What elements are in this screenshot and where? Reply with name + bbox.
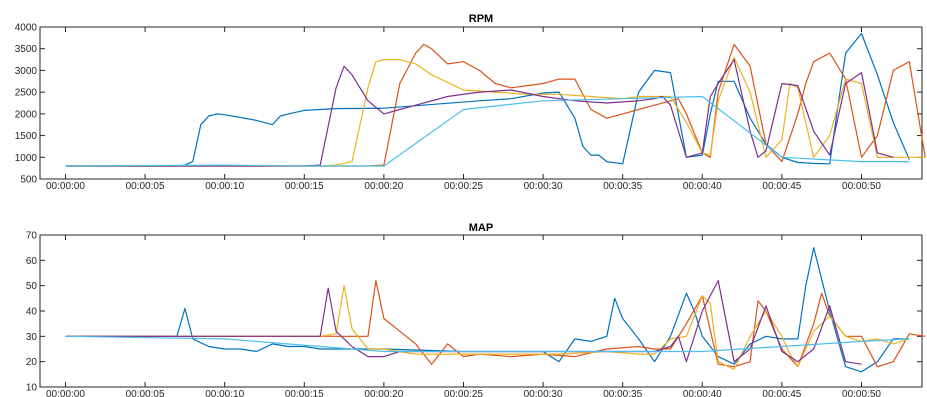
series-line-3 (65, 285, 910, 370)
y-tick-label: 20 (26, 357, 38, 368)
x-tick-label: 00:00:20 (364, 181, 403, 192)
chart-rpm: RPM 500 1000 1500 2000 2500 3000 3500 4000 00:00:… (15, 13, 926, 192)
x-tick-label: 00:00:15 (285, 389, 324, 397)
x-tick-label: 00:00:40 (683, 389, 722, 397)
x-tick-label: 00:00:35 (603, 181, 642, 192)
y-tick-label: 4000 (15, 23, 38, 34)
y-tick-label: 10 (26, 383, 38, 394)
y-tick-label: 70 (26, 231, 38, 242)
series-line-4 (65, 58, 894, 167)
series-line-5 (65, 95, 910, 167)
x-tick-label: 00:00:50 (842, 181, 881, 192)
y-tick-label: 30 (26, 332, 38, 343)
x-tick-label: 00:00:25 (444, 181, 483, 192)
y-tick-label: 3500 (15, 44, 38, 55)
series-line-2 (65, 43, 926, 167)
y-tick-label: 2000 (15, 109, 38, 120)
y-tick-label: 40 (26, 307, 38, 318)
x-tick-label: 00:00:35 (603, 389, 642, 397)
plot-area-box (39, 234, 923, 388)
x-tick-label: 00:00:00 (46, 389, 85, 397)
series-line-3 (65, 56, 926, 167)
x-tick-label: 00:00:45 (762, 389, 801, 397)
x-tick-label: 00:00:25 (444, 389, 483, 397)
series-line-1 (65, 32, 910, 167)
y-tick-label: 3000 (15, 66, 38, 77)
x-tick-label: 00:00:45 (762, 181, 801, 192)
x-tick-label: 00:00:20 (364, 389, 403, 397)
x-tick-label: 00:00:50 (842, 389, 881, 397)
x-tick-label: 00:00:05 (126, 181, 165, 192)
chart-map: MAP 10 20 30 40 50 60 70 00:00:00 00:00:05 00:00:1… (26, 222, 926, 397)
x-tick-label: 00:00:05 (126, 389, 165, 397)
series-line-2 (65, 280, 926, 368)
x-tick-label: 00:00:40 (683, 181, 722, 192)
series-line-5 (65, 335, 910, 353)
x-tick-label: 00:00:30 (524, 181, 563, 192)
chart-title: RPM (469, 13, 493, 25)
y-tick-label: 50 (26, 281, 38, 292)
plot-area-box (39, 26, 923, 180)
x-tick-label: 00:00:15 (285, 181, 324, 192)
y-tick-label: 500 (20, 175, 37, 186)
series-line-1 (65, 247, 910, 373)
x-tick-label: 00:00:30 (524, 389, 563, 397)
x-tick-label: 00:00:10 (205, 181, 244, 192)
chart-title: MAP (469, 222, 493, 234)
y-tick-label: 2500 (15, 88, 38, 99)
y-tick-label: 60 (26, 256, 38, 267)
y-tick-label: 1000 (15, 153, 38, 164)
x-tick-label: 00:00:00 (46, 181, 85, 192)
y-tick-label: 1500 (15, 131, 38, 142)
x-tick-label: 00:00:10 (205, 389, 244, 397)
